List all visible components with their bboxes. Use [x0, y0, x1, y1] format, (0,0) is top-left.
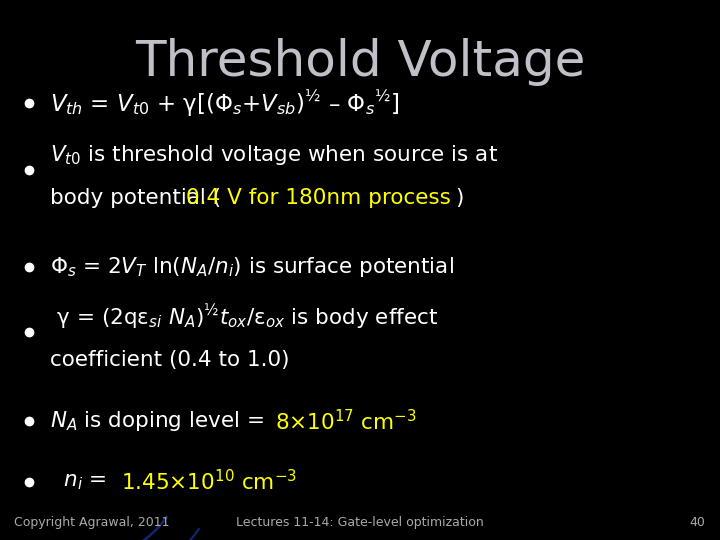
Text: γ = (2qε$_{si}$ $N_A$)$^{½}$$t_{ox}$/ε$_{ox}$ is body effect: γ = (2qε$_{si}$ $N_A$)$^{½}$$t_{ox}$/ε$_…: [50, 302, 438, 332]
Text: 40: 40: [690, 516, 706, 529]
Text: 0.4 V for 180nm process: 0.4 V for 180nm process: [186, 188, 451, 208]
Text: $n_i$ =: $n_i$ =: [50, 471, 109, 492]
Text: Threshold Voltage: Threshold Voltage: [135, 38, 585, 86]
Text: 1.45×10$^{10}$ cm$^{-3}$: 1.45×10$^{10}$ cm$^{-3}$: [121, 469, 297, 494]
Text: coefficient (0.4 to 1.0): coefficient (0.4 to 1.0): [50, 350, 290, 370]
Text: $V_{th}$ = $V_{t0}$ + γ[(Φ$_s$+$V_{sb}$)$^{½}$ – Φ$_s$$^{½}$]: $V_{th}$ = $V_{t0}$ + γ[(Φ$_s$+$V_{sb}$)…: [50, 87, 400, 118]
Text: ): ): [455, 188, 464, 208]
Text: Lectures 11-14: Gate-level optimization: Lectures 11-14: Gate-level optimization: [236, 516, 484, 529]
Text: Φ$_s$ = 2$V_T$ ln($N_A$/$n_i$) is surface potential: Φ$_s$ = 2$V_T$ ln($N_A$/$n_i$) is surfac…: [50, 255, 454, 279]
Text: Copyright Agrawal, 2011: Copyright Agrawal, 2011: [14, 516, 170, 529]
Text: body potential (: body potential (: [50, 188, 222, 208]
Text: 8×10$^{17}$ cm$^{-3}$: 8×10$^{17}$ cm$^{-3}$: [275, 409, 417, 434]
Text: $V_{t0}$ is threshold voltage when source is at: $V_{t0}$ is threshold voltage when sourc…: [50, 143, 498, 167]
Text: $N_A$ is doping level =: $N_A$ is doping level =: [50, 409, 266, 433]
